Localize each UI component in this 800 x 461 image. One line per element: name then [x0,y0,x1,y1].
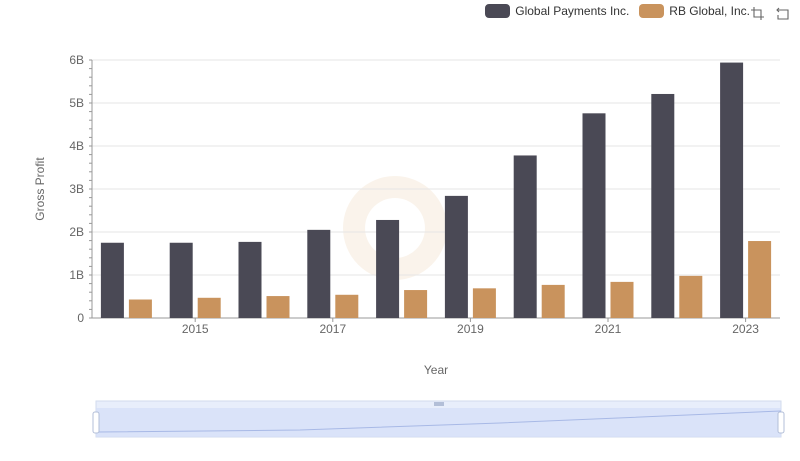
restore-icon[interactable] [775,6,790,21]
bar-rb-global-2019 [472,288,496,318]
bar-rb-global-2021 [610,281,634,318]
bar-rb-global-2015 [197,297,221,318]
bar-global-payments-2021 [582,113,606,318]
data-zoom-handle-right[interactable] [777,411,785,434]
legend-swatch-rb-global [639,4,665,18]
y-axis: 0 1B 2B 3B 4B 5B 6B [69,53,93,325]
x-axis-title: Year [424,363,448,377]
y-tick-label: 3B [69,182,84,196]
y-tick-label: 2B [69,225,84,239]
data-zoom-handle-left[interactable] [92,411,100,434]
legend: Global Payments Inc. RB Global, Inc. [485,4,750,18]
x-tick-label: 2019 [457,322,484,336]
legend-item-global-payments[interactable]: Global Payments Inc. [485,4,629,18]
zoom-icon[interactable] [750,6,765,21]
legend-item-rb-global[interactable]: RB Global, Inc. [639,4,750,18]
y-tick-label: 6B [69,53,84,67]
legend-label-rb-global: RB Global, Inc. [669,4,750,18]
y-tick-label: 0 [77,311,84,325]
x-tick-label: 2021 [595,322,622,336]
bar-global-payments-2015 [169,242,193,318]
y-tick-label: 1B [69,268,84,282]
y-axis-title: Gross Profit [33,157,47,221]
bar-global-payments-2022 [651,93,675,318]
bar-rb-global-2020 [541,284,565,318]
bar-global-payments-2020 [513,155,537,318]
x-tick-label: 2023 [732,322,759,336]
toolbox [750,6,790,21]
bar-global-payments-2017 [307,229,331,318]
data-zoom-slider[interactable] [92,400,785,438]
x-tick-label: 2015 [182,322,209,336]
bar-rb-global-2017 [335,294,359,318]
x-axis: 2015 2017 2019 2021 2023 [92,317,780,336]
bar-rb-global-2022 [679,275,703,318]
data-zoom-selection[interactable] [96,408,781,437]
bar-global-payments-2019 [444,195,468,318]
bar-rb-global-2018 [404,290,428,318]
bar-global-payments-2016 [238,241,262,318]
bar-global-payments-2018 [376,219,400,318]
y-tick-label: 4B [69,139,84,153]
legend-label-global-payments: Global Payments Inc. [515,4,630,18]
bar-global-payments-2014 [100,242,124,318]
data-zoom-preview-line [97,410,782,433]
legend-swatch-global-payments [485,4,511,18]
data-zoom-grip[interactable] [434,402,444,406]
bar-rb-global-2014 [128,299,152,318]
bar-rb-global-2016 [266,296,290,318]
x-tick-label: 2017 [319,322,346,336]
bar-global-payments-2023 [720,62,744,318]
bar-rb-global-2023 [748,241,772,318]
y-tick-label: 5B [69,96,84,110]
bars [100,62,772,318]
